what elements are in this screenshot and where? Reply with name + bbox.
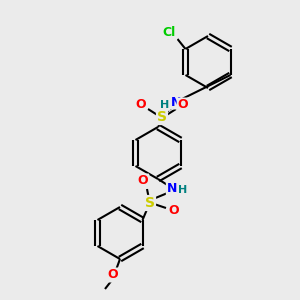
Text: N: N (167, 182, 177, 194)
Text: S: S (157, 110, 167, 124)
Text: O: O (169, 205, 179, 218)
Text: O: O (108, 268, 118, 281)
Text: Cl: Cl (163, 26, 176, 40)
Text: N: N (171, 95, 181, 109)
Text: O: O (136, 98, 146, 112)
Text: S: S (145, 196, 155, 210)
Text: H: H (160, 100, 169, 110)
Text: H: H (178, 185, 188, 195)
Text: O: O (138, 175, 148, 188)
Text: O: O (178, 98, 188, 112)
